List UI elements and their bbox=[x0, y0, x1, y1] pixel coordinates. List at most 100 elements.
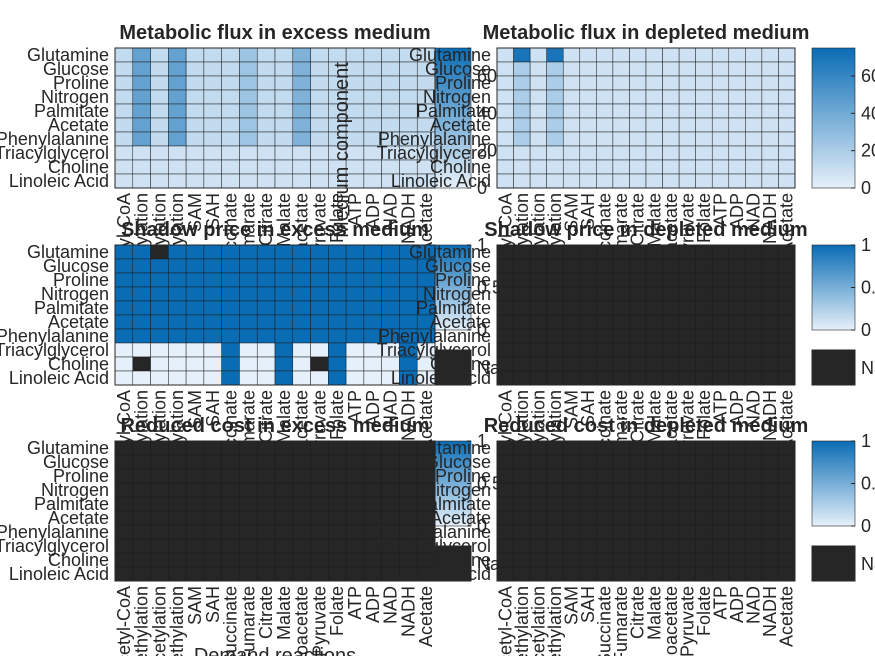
heatmap-cell bbox=[150, 272, 169, 288]
x-tick-label: Citrate bbox=[256, 193, 276, 246]
heatmap-cell bbox=[745, 356, 763, 372]
heatmap-cell bbox=[328, 314, 347, 330]
heatmap-cell bbox=[546, 524, 564, 540]
heatmap-cell bbox=[728, 61, 746, 77]
heatmap-cell bbox=[114, 328, 134, 344]
heatmap-cell bbox=[761, 61, 779, 77]
heatmap-cell bbox=[150, 370, 169, 386]
heatmap-cell bbox=[761, 440, 779, 456]
heatmap-cell bbox=[132, 538, 151, 554]
heatmap-cell bbox=[711, 145, 730, 161]
heatmap-cell bbox=[381, 496, 400, 512]
heatmap-cell bbox=[612, 356, 630, 372]
y-tick-label: Nitrogen bbox=[423, 87, 491, 107]
heatmap-cell bbox=[745, 272, 763, 288]
heatmap-cell bbox=[239, 524, 258, 540]
heatmap-cell bbox=[256, 286, 276, 302]
heatmap-cell bbox=[629, 300, 647, 316]
heatmap-cell bbox=[678, 454, 696, 470]
heatmap-cell bbox=[239, 145, 258, 161]
x-tick-label: ADP bbox=[363, 193, 383, 230]
heatmap-cell bbox=[562, 89, 581, 105]
heatmap-cell bbox=[513, 145, 531, 161]
heatmap-cell bbox=[579, 328, 597, 344]
heatmap-cell bbox=[239, 131, 258, 147]
heatmap-cell bbox=[132, 356, 151, 372]
x-tick-label: Folate bbox=[694, 193, 714, 243]
x-tick-label: Succinate bbox=[595, 586, 615, 656]
heatmap-cell bbox=[778, 496, 796, 512]
x-tick-label: Citrate bbox=[256, 586, 276, 639]
heatmap-cell bbox=[496, 454, 514, 470]
heatmap-cell bbox=[761, 75, 779, 91]
heatmap-cell bbox=[274, 328, 294, 344]
axes-frame bbox=[496, 440, 796, 582]
heatmap-cell bbox=[612, 61, 630, 77]
heatmap-cell bbox=[310, 468, 329, 484]
heatmap-cell bbox=[328, 258, 347, 274]
heatmap-cell bbox=[678, 510, 696, 526]
heatmap-cell bbox=[203, 454, 222, 470]
heatmap-cell bbox=[150, 482, 169, 498]
heatmap-cell bbox=[596, 159, 614, 175]
heatmap-cell bbox=[239, 342, 258, 358]
heatmap-cell bbox=[695, 258, 713, 274]
heatmap-cell bbox=[221, 272, 240, 288]
y-axis-label: Medium component bbox=[331, 62, 353, 238]
heatmap-cell bbox=[381, 286, 400, 302]
heatmap-cell bbox=[292, 496, 311, 512]
heatmap-cell bbox=[399, 75, 418, 91]
heatmap-cell bbox=[778, 103, 796, 119]
heatmap-cell bbox=[168, 328, 187, 344]
x-tick-label: ADP bbox=[363, 390, 383, 427]
heatmap-cell bbox=[612, 159, 630, 175]
heatmap-cell bbox=[695, 145, 713, 161]
heatmap-cell bbox=[256, 328, 276, 344]
heatmap-cell bbox=[363, 566, 382, 582]
heatmap-cell bbox=[596, 314, 614, 330]
heatmap-cell bbox=[345, 566, 365, 582]
heatmap-cell bbox=[150, 145, 169, 161]
x-tick-label: DNA methylation bbox=[545, 586, 565, 656]
heatmap-cell bbox=[292, 524, 311, 540]
heatmap-cell bbox=[579, 159, 597, 175]
heatmap-cell bbox=[711, 300, 730, 316]
heatmap-cell bbox=[239, 272, 258, 288]
heatmap-cell bbox=[256, 103, 276, 119]
x-tick-label: Malate bbox=[274, 193, 294, 247]
heatmap-cell bbox=[513, 342, 531, 358]
heatmap-cell bbox=[310, 328, 329, 344]
heatmap-cell bbox=[629, 89, 647, 105]
heatmap-cell bbox=[513, 328, 531, 344]
heatmap-cell bbox=[529, 538, 547, 554]
heatmap-cell bbox=[132, 75, 151, 91]
heatmap-cell bbox=[292, 370, 311, 386]
heatmap-cell bbox=[328, 342, 347, 358]
heatmap-cell bbox=[185, 131, 205, 147]
heatmap-cell bbox=[778, 552, 796, 568]
heatmap-cell bbox=[513, 173, 531, 189]
heatmap-cell bbox=[778, 342, 796, 358]
heatmap-cell bbox=[221, 173, 240, 189]
heatmap-cell bbox=[345, 496, 365, 512]
heatmap-cell bbox=[185, 538, 205, 554]
x-tick-label: Folate bbox=[327, 390, 347, 440]
heatmap-cell bbox=[579, 258, 597, 274]
heatmap-cell bbox=[711, 524, 730, 540]
heatmap-cell bbox=[745, 468, 763, 484]
heatmap-cell bbox=[496, 47, 514, 63]
heatmap-cell bbox=[513, 468, 531, 484]
heatmap-cell bbox=[778, 75, 796, 91]
colorbar-tick-label: 60 bbox=[861, 66, 875, 86]
heatmap-cell bbox=[579, 524, 597, 540]
x-tick-label: SAH bbox=[578, 390, 598, 427]
heatmap-cell bbox=[761, 258, 779, 274]
heatmap-cell bbox=[612, 244, 630, 260]
heatmap-cell bbox=[363, 272, 382, 288]
heatmap-cell bbox=[695, 61, 713, 77]
heatmap-cell bbox=[678, 131, 696, 147]
x-tick-label: Histone methylation bbox=[512, 586, 532, 656]
x-tick-label: ATP bbox=[711, 390, 731, 424]
y-tick-label: Phenylalanine bbox=[378, 326, 491, 346]
heatmap-cell bbox=[150, 75, 169, 91]
